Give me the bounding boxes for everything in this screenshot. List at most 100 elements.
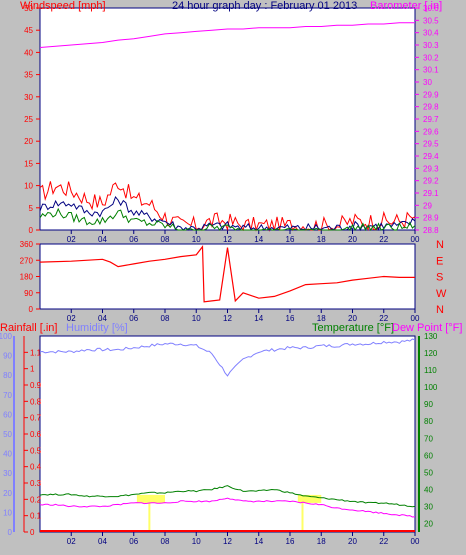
humidity-label: Humidity [%] — [66, 322, 128, 334]
temp-ytick-label: 30 — [424, 502, 433, 511]
humidity-ytick-label: 20 — [3, 489, 12, 498]
temp-ytick-label: 130 — [424, 332, 438, 341]
rain-ytick-label: 0.9 — [30, 381, 42, 390]
barometer-series — [39, 22, 415, 48]
wind-ytick-label: 25 — [24, 115, 33, 124]
dir-xtick-label: 14 — [254, 314, 263, 323]
dewpoint-series — [39, 497, 416, 518]
temp-ytick-label: 80 — [424, 417, 433, 426]
top-xtick-label: 22 — [379, 235, 388, 244]
bottom-xtick-label: 18 — [317, 537, 326, 546]
temp-ytick-label: 60 — [424, 451, 433, 460]
bottom-xtick-label: 00 — [411, 537, 420, 546]
rain-ytick-label: 0.4 — [30, 463, 42, 472]
wind-ytick-label: 5 — [29, 204, 34, 213]
top-xtick-label: 18 — [317, 235, 326, 244]
temp-ytick-label: 70 — [424, 434, 433, 443]
dir-xtick-label: 16 — [286, 314, 295, 323]
bottom-xtick-label: 10 — [192, 537, 201, 546]
baro-ytick-label: 30.6 — [423, 4, 439, 13]
wind-ytick-label: 0 — [29, 226, 34, 235]
bottom-xtick-label: 06 — [129, 537, 138, 546]
baro-ytick-label: 28.9 — [423, 214, 439, 223]
temp-ytick-label: 40 — [424, 485, 433, 494]
dir-ytick-label: 90 — [24, 289, 33, 298]
wind-ytick-label: 20 — [24, 137, 33, 146]
baro-ytick-label: 29.8 — [423, 103, 439, 112]
wind-ytick-label: 40 — [24, 48, 33, 57]
baro-ytick-label: 30.2 — [423, 53, 439, 62]
top-xtick-label: 02 — [67, 235, 76, 244]
top-xtick-label: 06 — [129, 235, 138, 244]
dir-compass-label: S — [436, 272, 443, 284]
bottom-xtick-label: 02 — [67, 537, 76, 546]
wind-ytick-label: 35 — [24, 71, 33, 80]
baro-ytick-label: 29.3 — [423, 164, 439, 173]
bottom-xtick-label: 14 — [254, 537, 263, 546]
baro-ytick-label: 29 — [423, 201, 432, 210]
humidity-ytick-label: 10 — [3, 508, 12, 517]
humidity-ytick-label: 70 — [3, 391, 12, 400]
humidity-ytick-label: 90 — [3, 352, 12, 361]
bottom-xtick-label: 04 — [98, 537, 107, 546]
temp-ytick-label: 110 — [424, 366, 437, 375]
baro-ytick-label: 29.9 — [423, 90, 439, 99]
dir-xtick-label: 02 — [67, 314, 76, 323]
dir-xtick-label: 08 — [161, 314, 170, 323]
bottom-xtick-label: 16 — [286, 537, 295, 546]
top-xtick-label: 08 — [161, 235, 170, 244]
rain-ytick-label: 1.1 — [30, 348, 42, 357]
dir-xtick-label: 10 — [192, 314, 201, 323]
wind-ytick-label: 30 — [24, 93, 33, 102]
dewpoint-label: Dew Point [°F] — [392, 322, 462, 334]
top-xtick-label: 04 — [98, 235, 107, 244]
rain-ytick-label: 0 — [30, 528, 35, 537]
dir-compass-label: W — [436, 288, 447, 300]
temp-ytick-label: 90 — [424, 400, 433, 409]
humidity-ytick-label: 100 — [0, 332, 13, 341]
baro-ytick-label: 29.2 — [423, 177, 439, 186]
dir-xtick-label: 22 — [379, 314, 388, 323]
baro-ytick-label: 28.8 — [423, 226, 439, 235]
dir-xtick-label: 00 — [411, 314, 420, 323]
temperature-label: Temperature [°F] — [312, 322, 394, 334]
temperature-series — [39, 485, 416, 508]
bottom-panel — [39, 335, 416, 533]
rain-ytick-label: 0.8 — [30, 397, 42, 406]
humidity-ytick-label: 30 — [3, 469, 12, 478]
barometer-label: Barometer [.in] — [370, 0, 442, 12]
rain-ytick-label: 0.2 — [30, 495, 42, 504]
baro-ytick-label: 30.1 — [423, 66, 439, 75]
baro-ytick-label: 30 — [423, 78, 432, 87]
temp-ytick-label: 20 — [424, 519, 433, 528]
baro-ytick-label: 29.4 — [423, 152, 439, 161]
top-xtick-label: 14 — [254, 235, 263, 244]
wind-ytick-label: 50 — [24, 4, 33, 13]
humidity-series — [39, 338, 416, 377]
wind-ytick-label: 10 — [24, 182, 33, 191]
dir-ytick-label: 270 — [20, 256, 34, 265]
bottom-xtick-label: 12 — [223, 537, 232, 546]
dir-ytick-label: 180 — [20, 273, 34, 282]
dir-xtick-label: 18 — [317, 314, 326, 323]
wind-ytick-label: 15 — [24, 159, 33, 168]
baro-ytick-label: 30.4 — [423, 29, 439, 38]
dir-xtick-label: 12 — [223, 314, 232, 323]
rain-ytick-label: 1 — [30, 365, 35, 374]
dir-ytick-label: 360 — [20, 240, 34, 249]
direction-series — [39, 244, 415, 303]
temp-ytick-label: 120 — [424, 349, 438, 358]
graph-title: 24 hour graph day : February 01 2013 — [172, 0, 357, 12]
baro-ytick-label: 29.1 — [423, 189, 439, 198]
dir-compass-label: N — [436, 239, 444, 251]
top-xtick-label: 00 — [411, 235, 420, 244]
wind-series-low — [39, 207, 416, 232]
direction-panel — [39, 243, 416, 310]
dir-xtick-label: 06 — [129, 314, 138, 323]
rain-ytick-label: 0.1 — [30, 512, 42, 521]
wind-ytick-label: 45 — [24, 26, 33, 35]
humidity-ytick-label: 80 — [3, 371, 12, 380]
dir-compass-label: E — [436, 255, 443, 267]
top-xtick-label: 12 — [223, 235, 232, 244]
